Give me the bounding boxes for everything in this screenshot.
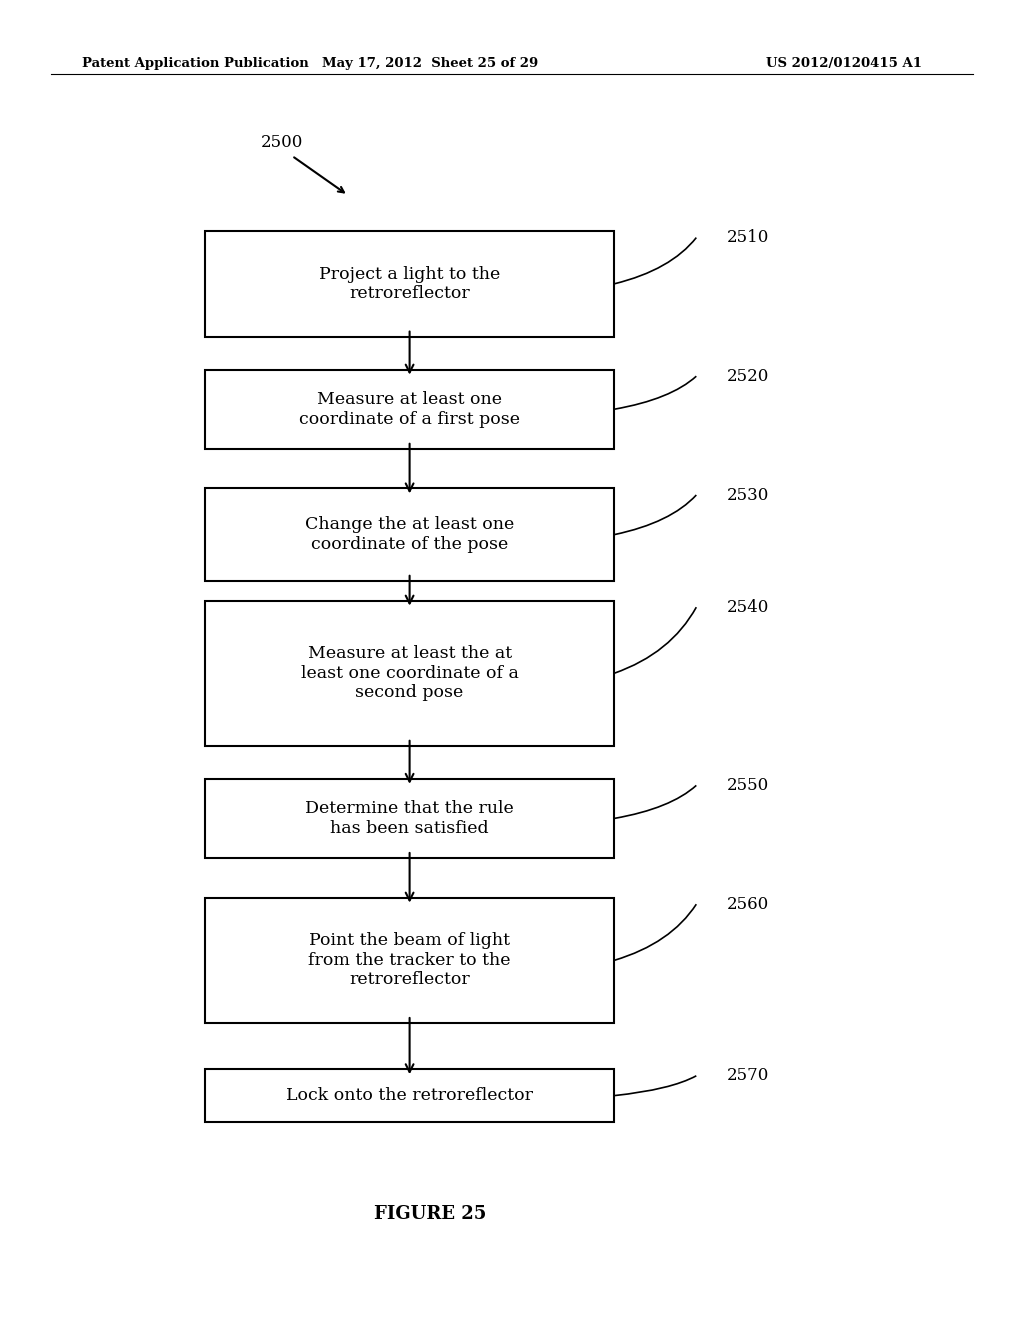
Bar [205,1069,614,1122]
Text: 2530: 2530 [727,487,769,503]
Text: 2500: 2500 [261,135,303,150]
Bar [205,231,614,337]
Text: 2550: 2550 [727,777,769,793]
Bar [205,601,614,746]
Text: Determine that the rule
has been satisfied: Determine that the rule has been satisfi… [305,800,514,837]
Text: 2540: 2540 [727,599,769,615]
Text: Project a light to the
retroreflector: Project a light to the retroreflector [318,265,501,302]
Text: May 17, 2012  Sheet 25 of 29: May 17, 2012 Sheet 25 of 29 [322,57,539,70]
Text: 2510: 2510 [727,230,769,246]
Text: 2570: 2570 [727,1068,769,1084]
Text: Patent Application Publication: Patent Application Publication [82,57,308,70]
Text: Measure at least one
coordinate of a first pose: Measure at least one coordinate of a fir… [299,391,520,428]
Text: 2560: 2560 [727,896,769,912]
Text: Lock onto the retroreflector: Lock onto the retroreflector [286,1088,534,1104]
Text: Point the beam of light
from the tracker to the
retroreflector: Point the beam of light from the tracker… [308,932,511,989]
Bar [205,488,614,581]
Bar [205,370,614,449]
Text: 2520: 2520 [727,368,769,384]
Text: Change the at least one
coordinate of the pose: Change the at least one coordinate of th… [305,516,514,553]
Bar [205,779,614,858]
Text: US 2012/0120415 A1: US 2012/0120415 A1 [766,57,922,70]
Text: Measure at least the at
least one coordinate of a
second pose: Measure at least the at least one coordi… [301,645,518,701]
Text: FIGURE 25: FIGURE 25 [374,1205,486,1224]
Bar [205,898,614,1023]
